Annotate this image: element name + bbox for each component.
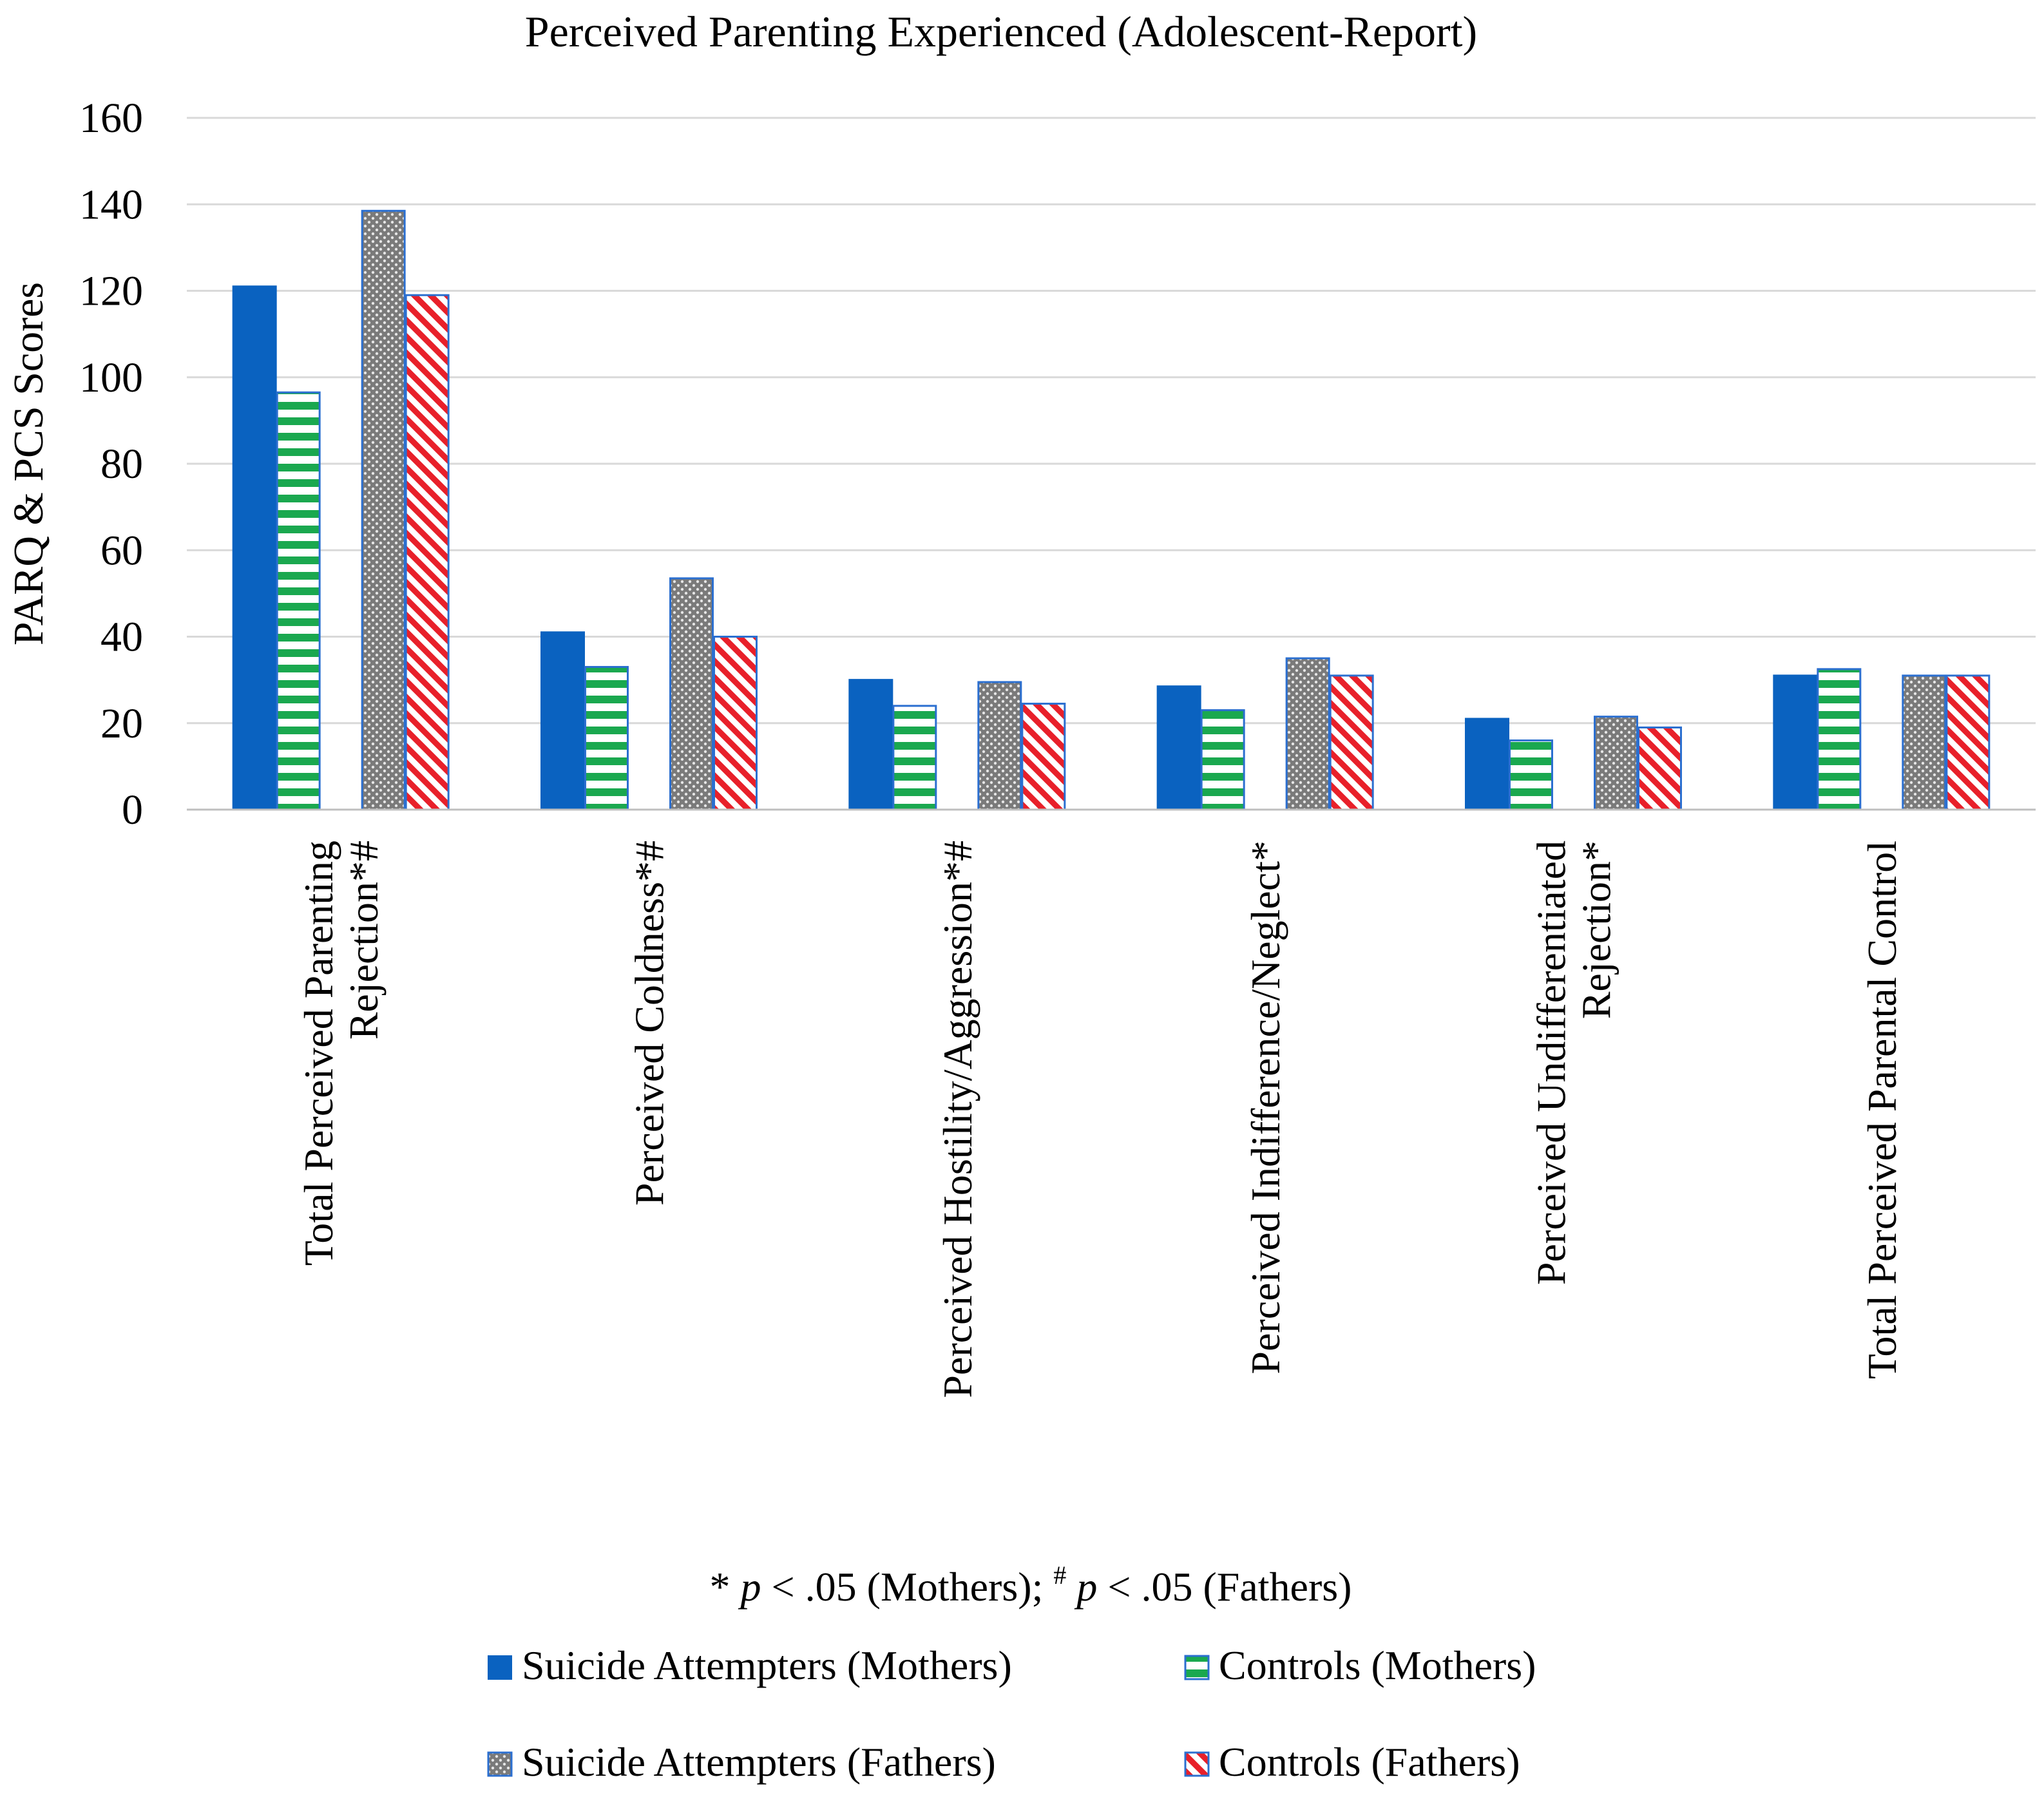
footnote-hash: # <box>1053 1561 1066 1590</box>
bar-suicide-attempters-mothers-1 <box>232 285 277 811</box>
bar-controls-mothers-6 <box>1817 668 1862 811</box>
y-tick-label: 140 <box>79 181 143 228</box>
y-axis-label: PARQ & PCS Scores <box>5 282 52 645</box>
y-tick-label: 60 <box>100 527 143 574</box>
x-category-label: Perceived Coldness*# <box>627 841 673 1206</box>
bars <box>232 209 1991 811</box>
legend-swatch-controls-mothers <box>1184 1655 1210 1680</box>
bar-controls-mothers-4 <box>1200 709 1245 811</box>
bar-suicide-attempters-fathers-4 <box>1285 657 1330 811</box>
y-tick-label: 80 <box>100 441 143 488</box>
y-tick-label: 0 <box>122 786 143 833</box>
footnote-star: * <box>710 1564 731 1610</box>
footnote-p-mothers: p <box>738 1564 761 1610</box>
legend-label-controls-fathers: Controls (Fathers) <box>1219 1739 1520 1785</box>
bar-suicide-attempters-fathers-3 <box>977 681 1022 811</box>
legend-label-suicide-attempters-mothers: Suicide Attempters (Mothers) <box>522 1642 1012 1688</box>
bar-controls-fathers-4 <box>1329 674 1374 811</box>
significance-footnote: * p < .05 (Mothers); # p < .05 (Fathers) <box>710 1561 1352 1610</box>
y-tick-label: 120 <box>79 268 143 315</box>
bar-suicide-attempters-mothers-6 <box>1773 674 1818 811</box>
bar-controls-mothers-5 <box>1509 739 1553 811</box>
bar-controls-mothers-3 <box>892 705 937 811</box>
x-category-label: Perceived UndifferentiatedRejection* <box>1529 841 1619 1285</box>
chart-title: Perceived Parenting Experienced (Adolesc… <box>525 7 1477 56</box>
legend-swatch-suicide-attempters-mothers <box>488 1655 512 1680</box>
bar-suicide-attempters-fathers-1 <box>361 209 406 811</box>
y-tick-label: 20 <box>100 700 143 747</box>
footnote-p-fathers: p <box>1074 1564 1097 1610</box>
x-category-label: Total Perceived ParentingRejection*# <box>296 841 387 1266</box>
gridlines <box>187 117 2036 725</box>
bar-controls-fathers-5 <box>1638 726 1682 811</box>
bar-controls-mothers-1 <box>276 391 321 811</box>
legend-swatch-suicide-attempters-fathers <box>487 1751 513 1777</box>
bar-suicide-attempters-fathers-6 <box>1902 674 1947 811</box>
y-axis-ticks: 0 20 40 60 80 100 120 140 160 <box>79 95 143 833</box>
bar-suicide-attempters-mothers-4 <box>1156 685 1201 811</box>
bar-suicide-attempters-mothers-3 <box>848 679 893 811</box>
bar-suicide-attempters-fathers-2 <box>669 577 714 811</box>
y-tick-label: 40 <box>100 614 143 661</box>
legend-swatch-controls-fathers <box>1184 1751 1210 1777</box>
bar-suicide-attempters-mothers-2 <box>540 631 585 811</box>
bar-controls-fathers-6 <box>1945 674 1991 811</box>
x-category-label: Perceived Indifference/Neglect* <box>1243 841 1288 1374</box>
bar-controls-fathers-1 <box>405 294 450 811</box>
footnote-text-fathers: < .05 (Fathers) <box>1097 1564 1352 1610</box>
bar-controls-fathers-3 <box>1021 703 1066 811</box>
bar-controls-fathers-2 <box>713 636 758 811</box>
bar-controls-mothers-2 <box>584 665 629 811</box>
x-category-label: Perceived Hostility/Aggression*# <box>935 841 980 1398</box>
x-axis-category-labels: Total Perceived ParentingRejection*# Perc… <box>296 841 1905 1398</box>
legend-label-suicide-attempters-fathers: Suicide Attempters (Fathers) <box>522 1739 996 1785</box>
legend-label-controls-mothers: Controls (Mothers) <box>1219 1642 1536 1688</box>
bar-suicide-attempters-mothers-5 <box>1465 718 1509 811</box>
y-tick-label: 160 <box>79 95 143 142</box>
bar-suicide-attempters-fathers-5 <box>1594 716 1638 811</box>
footnote-text-mothers: < .05 (Mothers); <box>761 1564 1054 1610</box>
y-tick-label: 100 <box>79 354 143 401</box>
legend: Suicide Attempters (Mothers) Controls (M… <box>487 1642 1536 1785</box>
x-category-label: Total Perceived Parental Control <box>1859 841 1905 1379</box>
